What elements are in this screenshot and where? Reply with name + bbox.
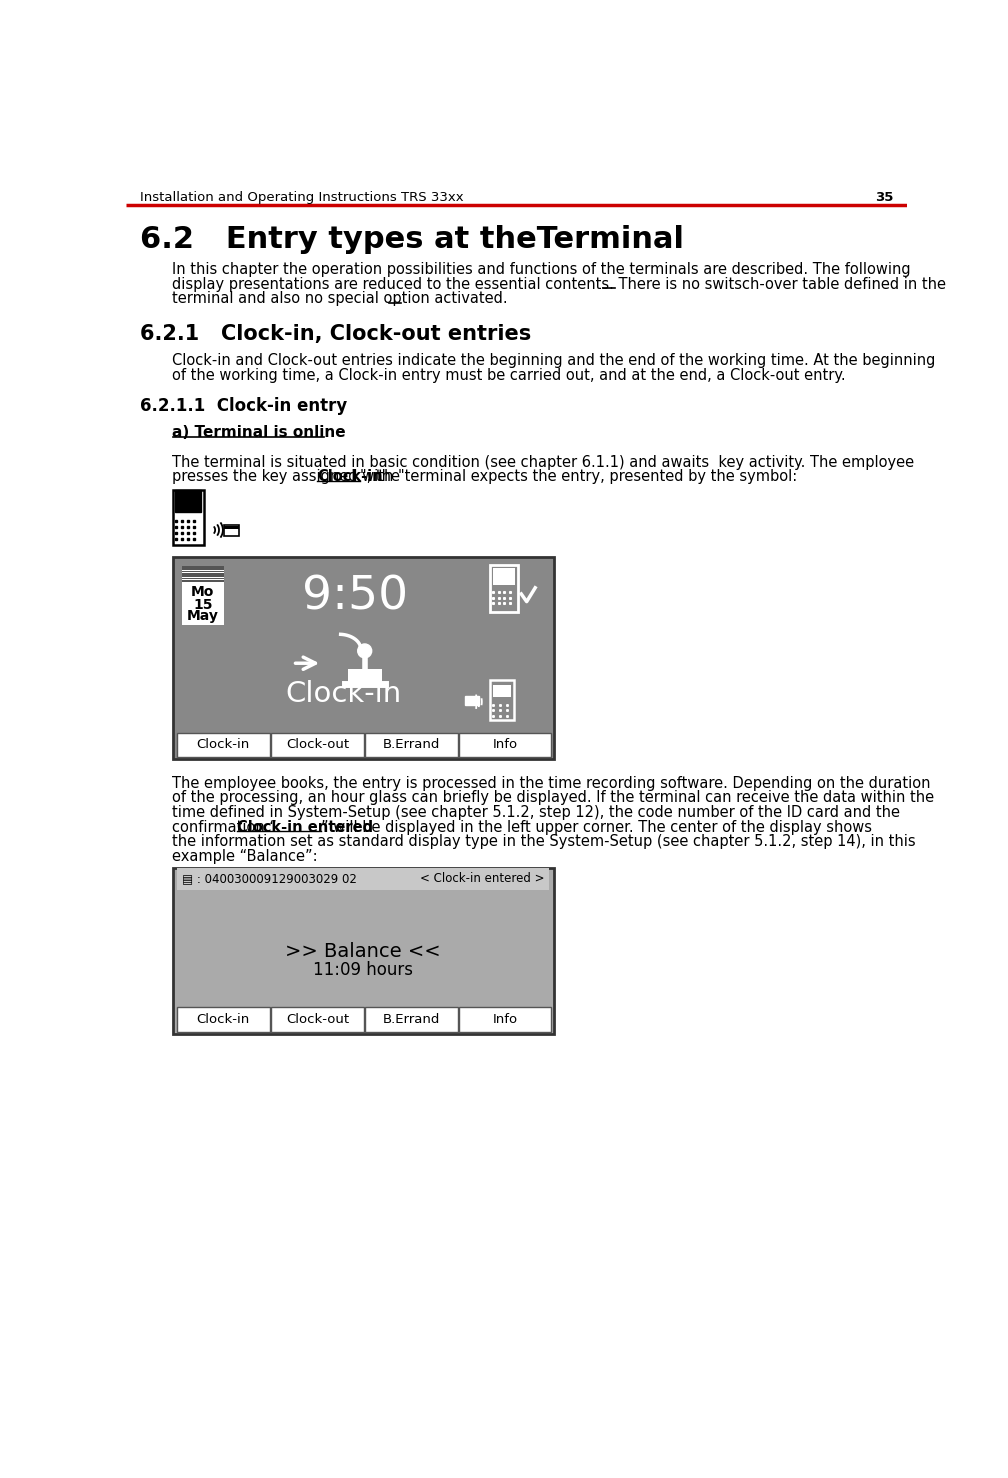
Bar	[348, 670, 382, 681]
Text: display presentations are reduced to the essential contents. There is no switsch: display presentations are reduced to the…	[172, 276, 947, 291]
Bar	[365, 733, 458, 757]
Text: The terminal is situated in basic condition (see chapter 6.1.1) and awaits  key : The terminal is situated in basic condit…	[172, 455, 914, 470]
Text: Clock-out: Clock-out	[285, 1014, 349, 1026]
Text: example “Balance”:: example “Balance”:	[172, 848, 319, 863]
Bar	[181, 566, 224, 568]
Text: B.Errand: B.Errand	[383, 1014, 439, 1026]
Bar	[177, 868, 549, 890]
Text: Clock-in entered: Clock-in entered	[237, 819, 374, 835]
Bar	[172, 557, 553, 758]
Bar	[177, 1008, 269, 1032]
Text: Clock-in: Clock-in	[285, 680, 402, 708]
Bar	[181, 575, 224, 576]
Bar	[365, 1008, 458, 1032]
Bar	[177, 588, 549, 754]
Text: In this chapter the operation possibilities and functions of the terminals are d: In this chapter the operation possibilit…	[172, 262, 911, 276]
Text: B.Errand: B.Errand	[383, 739, 439, 751]
Bar	[459, 1008, 551, 1032]
Text: a) Terminal is online: a) Terminal is online	[172, 426, 346, 440]
Text: The employee books, the entry is processed in the time recording software. Depen: The employee books, the entry is process…	[172, 776, 931, 791]
Text: Info: Info	[493, 739, 518, 751]
Text: terminal and also no special option activated.: terminal and also no special option acti…	[172, 291, 508, 306]
Text: Clock-out: Clock-out	[285, 739, 349, 751]
Bar	[181, 579, 224, 582]
Bar	[466, 696, 480, 705]
Bar	[224, 525, 239, 537]
Text: 6.2.1   Clock-in, Clock-out entries: 6.2.1 Clock-in, Clock-out entries	[140, 324, 531, 344]
Bar	[174, 491, 202, 511]
Bar	[271, 1008, 364, 1032]
Text: May: May	[186, 609, 219, 624]
Text: Installation and Operating Instructions TRS 33xx: Installation and Operating Instructions …	[140, 191, 464, 204]
Bar	[224, 526, 239, 529]
Text: Clock-in: Clock-in	[318, 469, 383, 485]
Text: ▤ : 040030009129003029 02: ▤ : 040030009129003029 02	[181, 872, 357, 885]
Text: Mo: Mo	[192, 585, 215, 600]
Text: 6.2   Entry types at theTerminal: 6.2 Entry types at theTerminal	[140, 225, 684, 254]
Bar	[181, 584, 224, 625]
Text: 6.2.1.1  Clock-in entry: 6.2.1.1 Clock-in entry	[140, 396, 347, 415]
Text: of the processing, an hour glass can briefly be displayed. If the terminal can r: of the processing, an hour glass can bri…	[172, 791, 934, 806]
Bar	[181, 578, 224, 579]
Text: < Clock-in entered >: < Clock-in entered >	[420, 872, 544, 885]
Text: 9:50: 9:50	[302, 575, 408, 619]
Bar	[181, 569, 224, 571]
Text: 35: 35	[875, 191, 893, 204]
Text: ", the terminal expects the entry, presented by the symbol:: ", the terminal expects the entry, prese…	[360, 469, 797, 485]
Bar	[181, 566, 224, 625]
Bar	[493, 684, 511, 698]
Text: presses the key assigned with ": presses the key assigned with "	[172, 469, 405, 485]
Text: confirmation “: confirmation “	[172, 819, 277, 835]
Bar	[172, 868, 553, 1033]
Bar	[177, 733, 269, 757]
Bar	[172, 491, 204, 545]
Bar	[181, 571, 224, 572]
Text: 15: 15	[193, 597, 213, 612]
Bar	[271, 733, 364, 757]
Text: of the working time, a Clock-in entry must be carried out, and at the end, a Clo: of the working time, a Clock-in entry mu…	[172, 368, 846, 383]
Text: Clock-in: Clock-in	[197, 739, 250, 751]
Bar	[493, 568, 515, 585]
Bar	[490, 565, 518, 612]
Text: Clock-in and Clock-out entries indicate the beginning and the end of the working: Clock-in and Clock-out entries indicate …	[172, 353, 935, 368]
Text: ” will be displayed in the left upper corner. The center of the display shows: ” will be displayed in the left upper co…	[322, 819, 872, 835]
Bar	[490, 680, 513, 720]
Circle shape	[358, 644, 372, 658]
Text: Info: Info	[493, 1014, 518, 1026]
Text: Clock-in: Clock-in	[197, 1014, 250, 1026]
Text: >> Balance <<: >> Balance <<	[285, 941, 440, 961]
Text: time defined in System-Setup (see chapter 5.1.2, step 12), the code number of th: time defined in System-Setup (see chapte…	[172, 806, 900, 820]
Text: 11:09 hours: 11:09 hours	[313, 961, 413, 978]
Bar	[181, 573, 224, 575]
Text: the information set as standard display type in the System-Setup (see chapter 5.: the information set as standard display …	[172, 834, 916, 850]
Bar	[459, 733, 551, 757]
